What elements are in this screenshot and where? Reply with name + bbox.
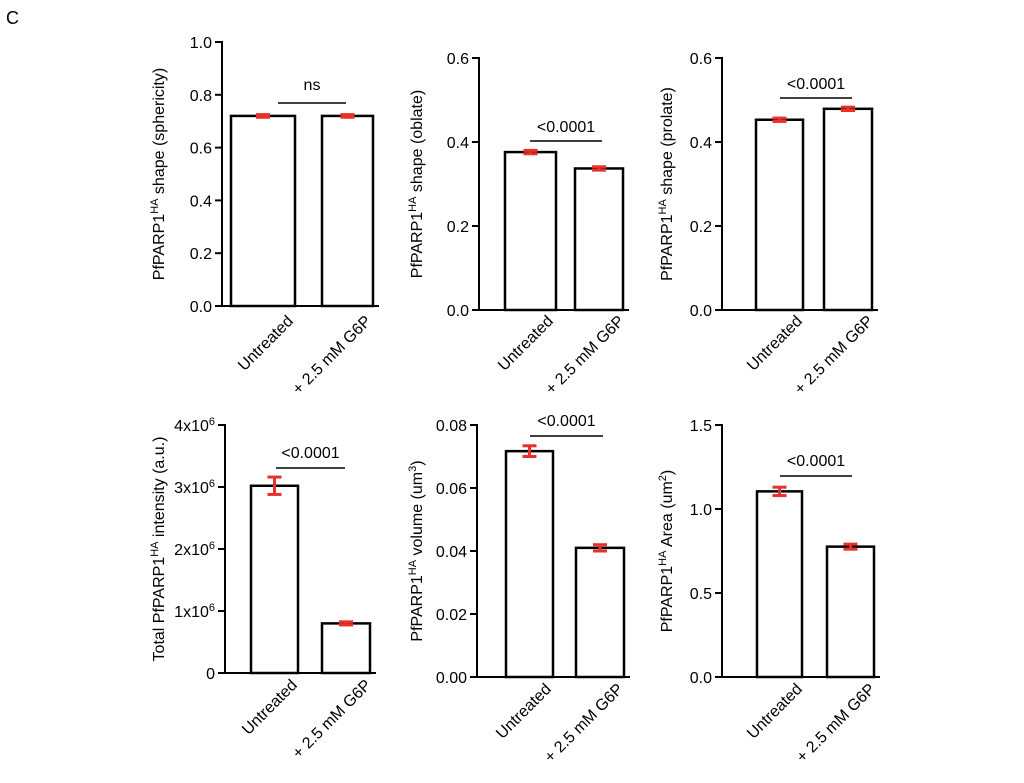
bar	[320, 622, 372, 675]
y-tick-label: 0.2	[190, 246, 212, 263]
chart-panel-1: 0.0 0.2 0.4 0.6 0.8 1.0 Untreated+ 2.5 mM G6P n…	[149, 35, 379, 398]
y-tick-label: 1.0	[690, 502, 712, 519]
category-label: + 2.5 mM G6P	[542, 681, 627, 766]
significance-label: <0.0001	[537, 413, 595, 430]
bar	[822, 107, 874, 312]
category-label: + 2.5 mM G6P	[794, 681, 879, 766]
y-tick-label: 0.04	[436, 544, 467, 561]
error-bar	[256, 113, 270, 119]
y-tick-label: 0.00	[436, 670, 467, 687]
significance-label: ns	[304, 77, 321, 94]
y-tick-label: 0.06	[436, 481, 467, 498]
y-tick-label: 0.4	[447, 135, 469, 152]
bar	[574, 546, 626, 679]
bar	[249, 484, 300, 675]
y-tick-label: 0.5	[690, 586, 712, 603]
category-label: Untreated	[495, 313, 557, 375]
category-label: Untreated	[239, 677, 301, 739]
bar	[754, 118, 805, 312]
y-tick-label: 0.08	[436, 418, 467, 435]
category-label: Untreated	[493, 681, 555, 743]
bar	[825, 545, 876, 679]
error-bar	[592, 165, 606, 172]
error-bar	[772, 116, 787, 123]
bar	[320, 114, 375, 308]
y-axis-label: PfPARP1HA shape (oblate)	[407, 90, 426, 278]
y-tick-label: 0.2	[447, 219, 469, 236]
y-tick-label: 1.0	[190, 35, 212, 52]
error-bar	[267, 475, 282, 496]
y-tick-label: 0.0	[190, 299, 212, 316]
bar	[229, 114, 297, 308]
error-bar	[339, 620, 353, 627]
error-bar	[841, 105, 855, 112]
y-tick-label: 0.02	[436, 607, 467, 624]
error-bar	[340, 113, 355, 119]
y-tick-label: 0.4	[190, 193, 212, 210]
y-tick-label: 0.0	[690, 303, 712, 320]
panel-letter: C	[6, 8, 19, 28]
y-tick-label: 4x106	[174, 416, 215, 435]
y-axis-label: Total PfPARP1HA intensity (a.u.)	[149, 437, 168, 662]
category-label: Untreated	[744, 313, 806, 375]
error-bar	[593, 543, 607, 553]
y-tick-label: 0.0	[447, 303, 469, 320]
chart-panel-5: 0.00 0.02 0.04 0.06 0.08 Untreated+ 2.5 mM G6…	[407, 413, 630, 766]
category-label: + 2.5 mM G6P	[290, 677, 375, 762]
category-label: + 2.5 mM G6P	[290, 313, 375, 398]
y-tick-label: 2x106	[174, 540, 215, 559]
chart-panel-6: 0.0 0.5 1.0 1.5 Untreated+ 2.5 mM G6P <0.0001…	[657, 418, 880, 766]
error-bar	[522, 444, 537, 458]
category-label: Untreated	[744, 681, 806, 743]
y-tick-label: 0.6	[190, 141, 212, 158]
significance-label: <0.0001	[787, 76, 845, 93]
y-axis-label: PfPARP1HA Area (um2)	[657, 470, 676, 633]
y-tick-label: 1x106	[174, 602, 215, 621]
error-bar	[523, 148, 538, 156]
significance-label: <0.0001	[281, 445, 339, 462]
bar	[504, 449, 555, 679]
category-label: Untreated	[235, 313, 297, 375]
y-tick-label: 0.4	[690, 135, 712, 152]
y-tick-label: 0.6	[690, 51, 712, 68]
y-axis-label: PfPARP1HA shape (prolate)	[657, 87, 676, 281]
error-bar	[843, 542, 858, 551]
chart-panel-4: 0 1x106 2x106 3x106 4x106 Untreated+ 2.5 mM G…	[149, 416, 376, 762]
bar	[503, 150, 558, 312]
y-axis-label: PfPARP1HA volume (um3)	[407, 460, 426, 641]
y-tick-label: 0	[206, 666, 215, 683]
y-tick-label: 0.8	[190, 88, 212, 105]
bar	[755, 490, 804, 679]
bar	[573, 167, 625, 312]
y-tick-label: 0.0	[690, 670, 712, 687]
y-axis-label: PfPARP1HA shape (sphericity)	[149, 68, 168, 280]
y-tick-label: 1.5	[690, 418, 712, 435]
error-bar	[772, 485, 787, 498]
significance-label: <0.0001	[537, 119, 595, 136]
significance-label: <0.0001	[787, 453, 845, 470]
y-tick-label: 3x106	[174, 478, 215, 497]
y-tick-label: 0.6	[447, 51, 469, 68]
y-tick-label: 0.2	[690, 219, 712, 236]
